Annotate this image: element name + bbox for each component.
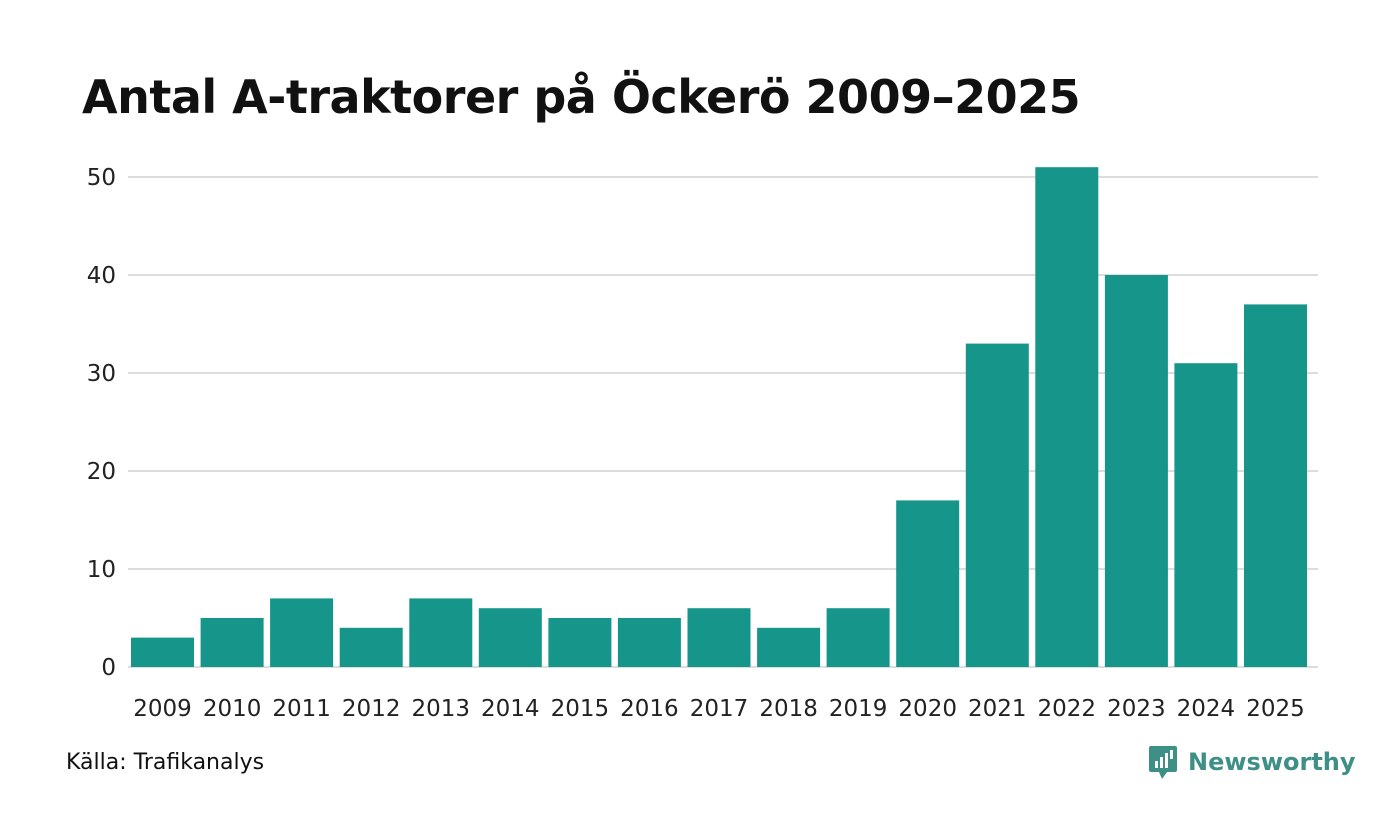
y-tick-label-50: 50: [87, 165, 116, 191]
bar-2016: [617, 618, 681, 667]
newsworthy-brand: Newsworthy: [1188, 748, 1356, 776]
x-tick-label-2018: 2018: [759, 696, 818, 722]
x-tick-label-2012: 2012: [342, 696, 401, 722]
bar-2017: [687, 608, 751, 667]
bar-2012: [339, 627, 403, 667]
bar-2022: [1035, 167, 1099, 667]
x-tick-label-2023: 2023: [1107, 696, 1166, 722]
source-note: Källa: Trafikanalys: [66, 750, 265, 775]
x-tick-label-2024: 2024: [1177, 696, 1236, 722]
y-tick-label-20: 20: [87, 459, 116, 485]
x-tick-label-2011: 2011: [272, 696, 331, 722]
bar-2020: [896, 500, 960, 667]
y-tick-label-40: 40: [87, 263, 116, 289]
y-tick-label-0: 0: [101, 655, 116, 681]
x-tick-label-2021: 2021: [968, 696, 1027, 722]
bar-2018: [757, 627, 821, 667]
bar-2025: [1244, 304, 1307, 667]
bar-2014: [478, 608, 542, 667]
x-tick-label-2016: 2016: [620, 696, 679, 722]
y-tick-label-30: 30: [87, 361, 116, 387]
bar-2009: [131, 637, 194, 667]
bar-2024: [1174, 363, 1238, 667]
x-tick-label-2014: 2014: [481, 696, 540, 722]
x-tick-label-2025: 2025: [1246, 696, 1305, 722]
bar-2010: [200, 618, 264, 667]
bar-2023: [1104, 275, 1168, 667]
x-tick-label-2019: 2019: [829, 696, 888, 722]
bar-2019: [826, 608, 890, 667]
chart-title: Antal A-traktorer på Öckerö 2009–2025: [82, 70, 1081, 124]
x-tick-label-2015: 2015: [551, 696, 610, 722]
bar-2013: [409, 598, 473, 667]
x-tick-label-2009: 2009: [133, 696, 192, 722]
x-tick-label-2017: 2017: [690, 696, 749, 722]
bar-2011: [270, 598, 334, 667]
y-axis-ticks: 0 10 20 30 40 50: [87, 165, 116, 681]
y-tick-label-10: 10: [87, 557, 116, 583]
bar-2015: [548, 618, 612, 667]
bars: [131, 167, 1307, 667]
bar-2021: [965, 343, 1029, 667]
newsworthy-logo: Newsworthy: [1148, 744, 1356, 780]
x-tick-label-2010: 2010: [203, 696, 262, 722]
x-tick-label-2020: 2020: [898, 696, 957, 722]
newsworthy-logo-icon: [1149, 746, 1177, 779]
x-tick-label-2022: 2022: [1038, 696, 1097, 722]
x-tick-label-2013: 2013: [412, 696, 471, 722]
x-axis-ticks: 2009 2010 2011 2012 2013 2014 2015 2016 2017 2018…: [133, 696, 1305, 722]
